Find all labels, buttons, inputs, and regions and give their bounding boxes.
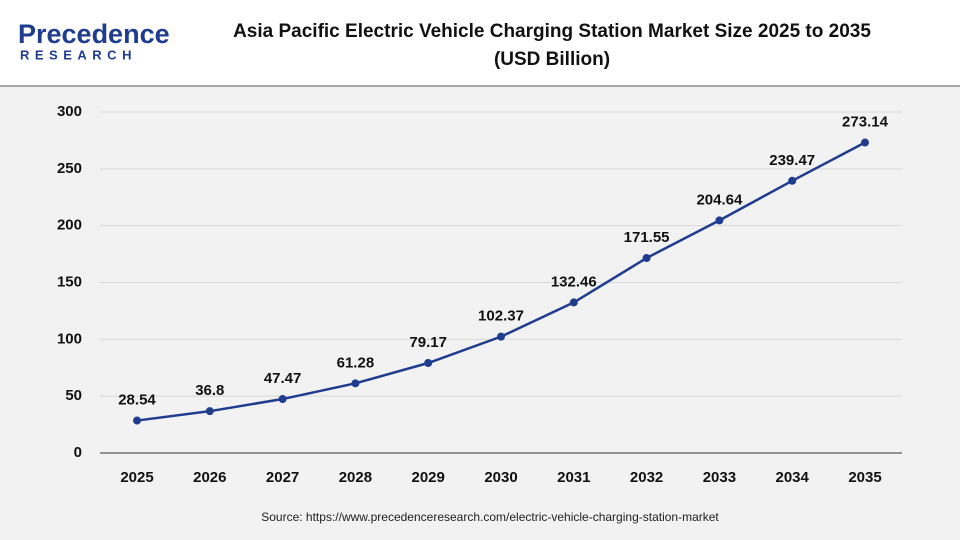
data-point <box>569 298 578 307</box>
y-tick-label: 0 <box>74 444 82 461</box>
data-label: 28.54 <box>118 392 156 409</box>
data-point <box>133 416 141 425</box>
data-label: 171.55 <box>624 229 670 246</box>
y-tick-label: 100 <box>57 330 82 347</box>
x-tick-label: 2031 <box>557 469 590 486</box>
data-label: 102.37 <box>478 308 524 325</box>
x-tick-label: 2029 <box>412 469 445 486</box>
header-background <box>0 0 960 86</box>
data-point <box>861 138 869 147</box>
y-tick-label: 150 <box>57 273 82 290</box>
data-label: 132.46 <box>551 273 597 290</box>
y-tick-label: 200 <box>57 217 82 234</box>
data-point <box>715 216 724 225</box>
y-tick-label: 300 <box>57 103 82 120</box>
data-point <box>205 407 214 416</box>
x-tick-label: 2030 <box>484 469 517 486</box>
chart-title: Asia Pacific Electric Vehicle Charging S… <box>233 21 871 42</box>
data-label: 204.64 <box>696 191 743 208</box>
data-point <box>351 379 360 388</box>
logo-name: Precedence <box>18 19 170 49</box>
data-label: 239.47 <box>769 152 815 169</box>
y-tick-label: 50 <box>65 387 82 404</box>
data-point <box>642 254 651 263</box>
data-point <box>497 332 505 341</box>
x-tick-label: 2026 <box>193 469 226 486</box>
data-label: 47.47 <box>264 370 302 387</box>
y-tick-label: 250 <box>57 160 82 177</box>
source-note: Source: https://www.precedenceresearch.c… <box>261 510 719 524</box>
x-tick-label: 2027 <box>266 469 299 486</box>
x-tick-label: 2035 <box>848 469 881 486</box>
data-label: 273.14 <box>842 113 889 130</box>
chart-subtitle: (USD Billion) <box>494 49 610 70</box>
data-point <box>788 176 797 185</box>
data-label: 36.8 <box>195 382 224 399</box>
x-tick-label: 2034 <box>776 469 810 486</box>
data-point <box>424 359 433 368</box>
x-tick-label: 2032 <box>630 469 663 486</box>
x-tick-label: 2025 <box>120 469 153 486</box>
data-label: 61.28 <box>337 354 375 371</box>
logo-sub: RESEARCH <box>20 47 137 62</box>
x-tick-label: 2028 <box>339 469 372 486</box>
x-tick-label: 2033 <box>703 469 736 486</box>
data-point <box>278 395 287 404</box>
data-label: 79.17 <box>409 334 447 351</box>
